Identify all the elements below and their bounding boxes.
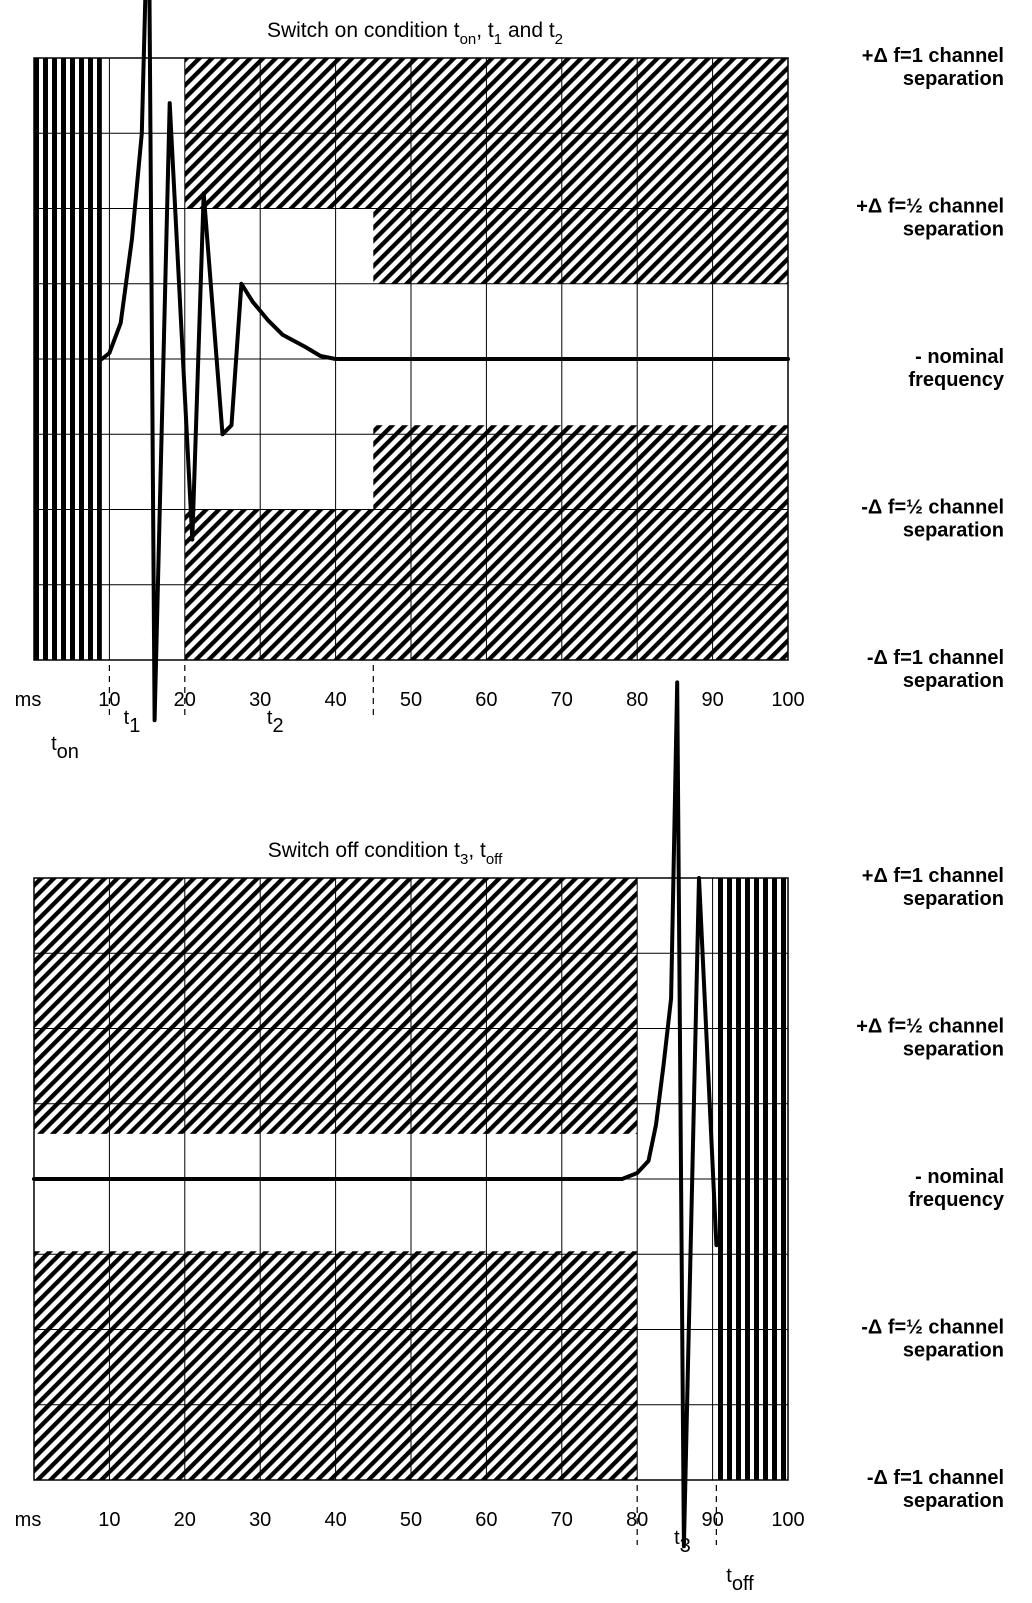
x-tick-label: 80 (626, 689, 648, 711)
x-tick-label: 100 (771, 1509, 804, 1531)
y-level-label: +Δ f=½ channel separation (856, 196, 1004, 241)
x-unit-label: ms (15, 1509, 42, 1531)
y-level-label: -Δ f=½ channel separation (861, 1317, 1004, 1362)
y-level-label: +Δ f=1 channel separation (862, 865, 1004, 910)
x-tick-label: 60 (475, 1509, 497, 1531)
x-tick-label: 90 (701, 689, 723, 711)
x-tick-label: 10 (98, 1509, 120, 1531)
switch-on-chart: Switch on condition ton, t1 and t2 ms 10… (15, 0, 1005, 763)
x-tick-label: 70 (551, 689, 573, 711)
chart-title: Switch off condition t3, toff (268, 839, 503, 868)
y-level-label: -Δ f=½ channel separation (861, 497, 1004, 542)
x-tick-label: 60 (475, 689, 497, 711)
x-tick-label: 70 (551, 1509, 573, 1531)
x-tick-label: 10 (98, 689, 120, 711)
forbidden-region (373, 209, 788, 284)
period-label: t1 (124, 707, 141, 737)
x-tick-label: 40 (324, 1509, 346, 1531)
y-level-label: +Δ f=1 channel separation (862, 45, 1004, 90)
forbidden-region (373, 425, 788, 509)
y-level-label: - nominal frequency (908, 1166, 1004, 1211)
x-tick-label: 20 (174, 1509, 196, 1531)
x-tick-label: 90 (701, 1509, 723, 1531)
y-level-label: -Δ f=1 channel separation (867, 1467, 1004, 1512)
period-label: t2 (267, 707, 284, 737)
x-unit-label: ms (15, 689, 42, 711)
band-label: ton (51, 733, 79, 763)
x-tick-label: 40 (324, 689, 346, 711)
y-level-label: -Δ f=1 channel separation (867, 647, 1004, 692)
y-level-label: +Δ f=½ channel separation (856, 1016, 1004, 1061)
x-tick-label: 20 (174, 689, 196, 711)
x-tick-label: 50 (400, 689, 422, 711)
y-level-label: - nominal frequency (908, 346, 1004, 391)
switch-off-chart: Switch off condition t3, toff ms 10 20 30 4… (15, 682, 1005, 1595)
x-tick-label: 50 (400, 1509, 422, 1531)
x-tick-label: 80 (626, 1509, 648, 1531)
x-tick-label: 100 (771, 689, 804, 711)
x-tick-label: 30 (249, 1509, 271, 1531)
band-label: toff (726, 1565, 754, 1595)
chart-title: Switch on condition ton, t1 and t2 (267, 19, 563, 48)
